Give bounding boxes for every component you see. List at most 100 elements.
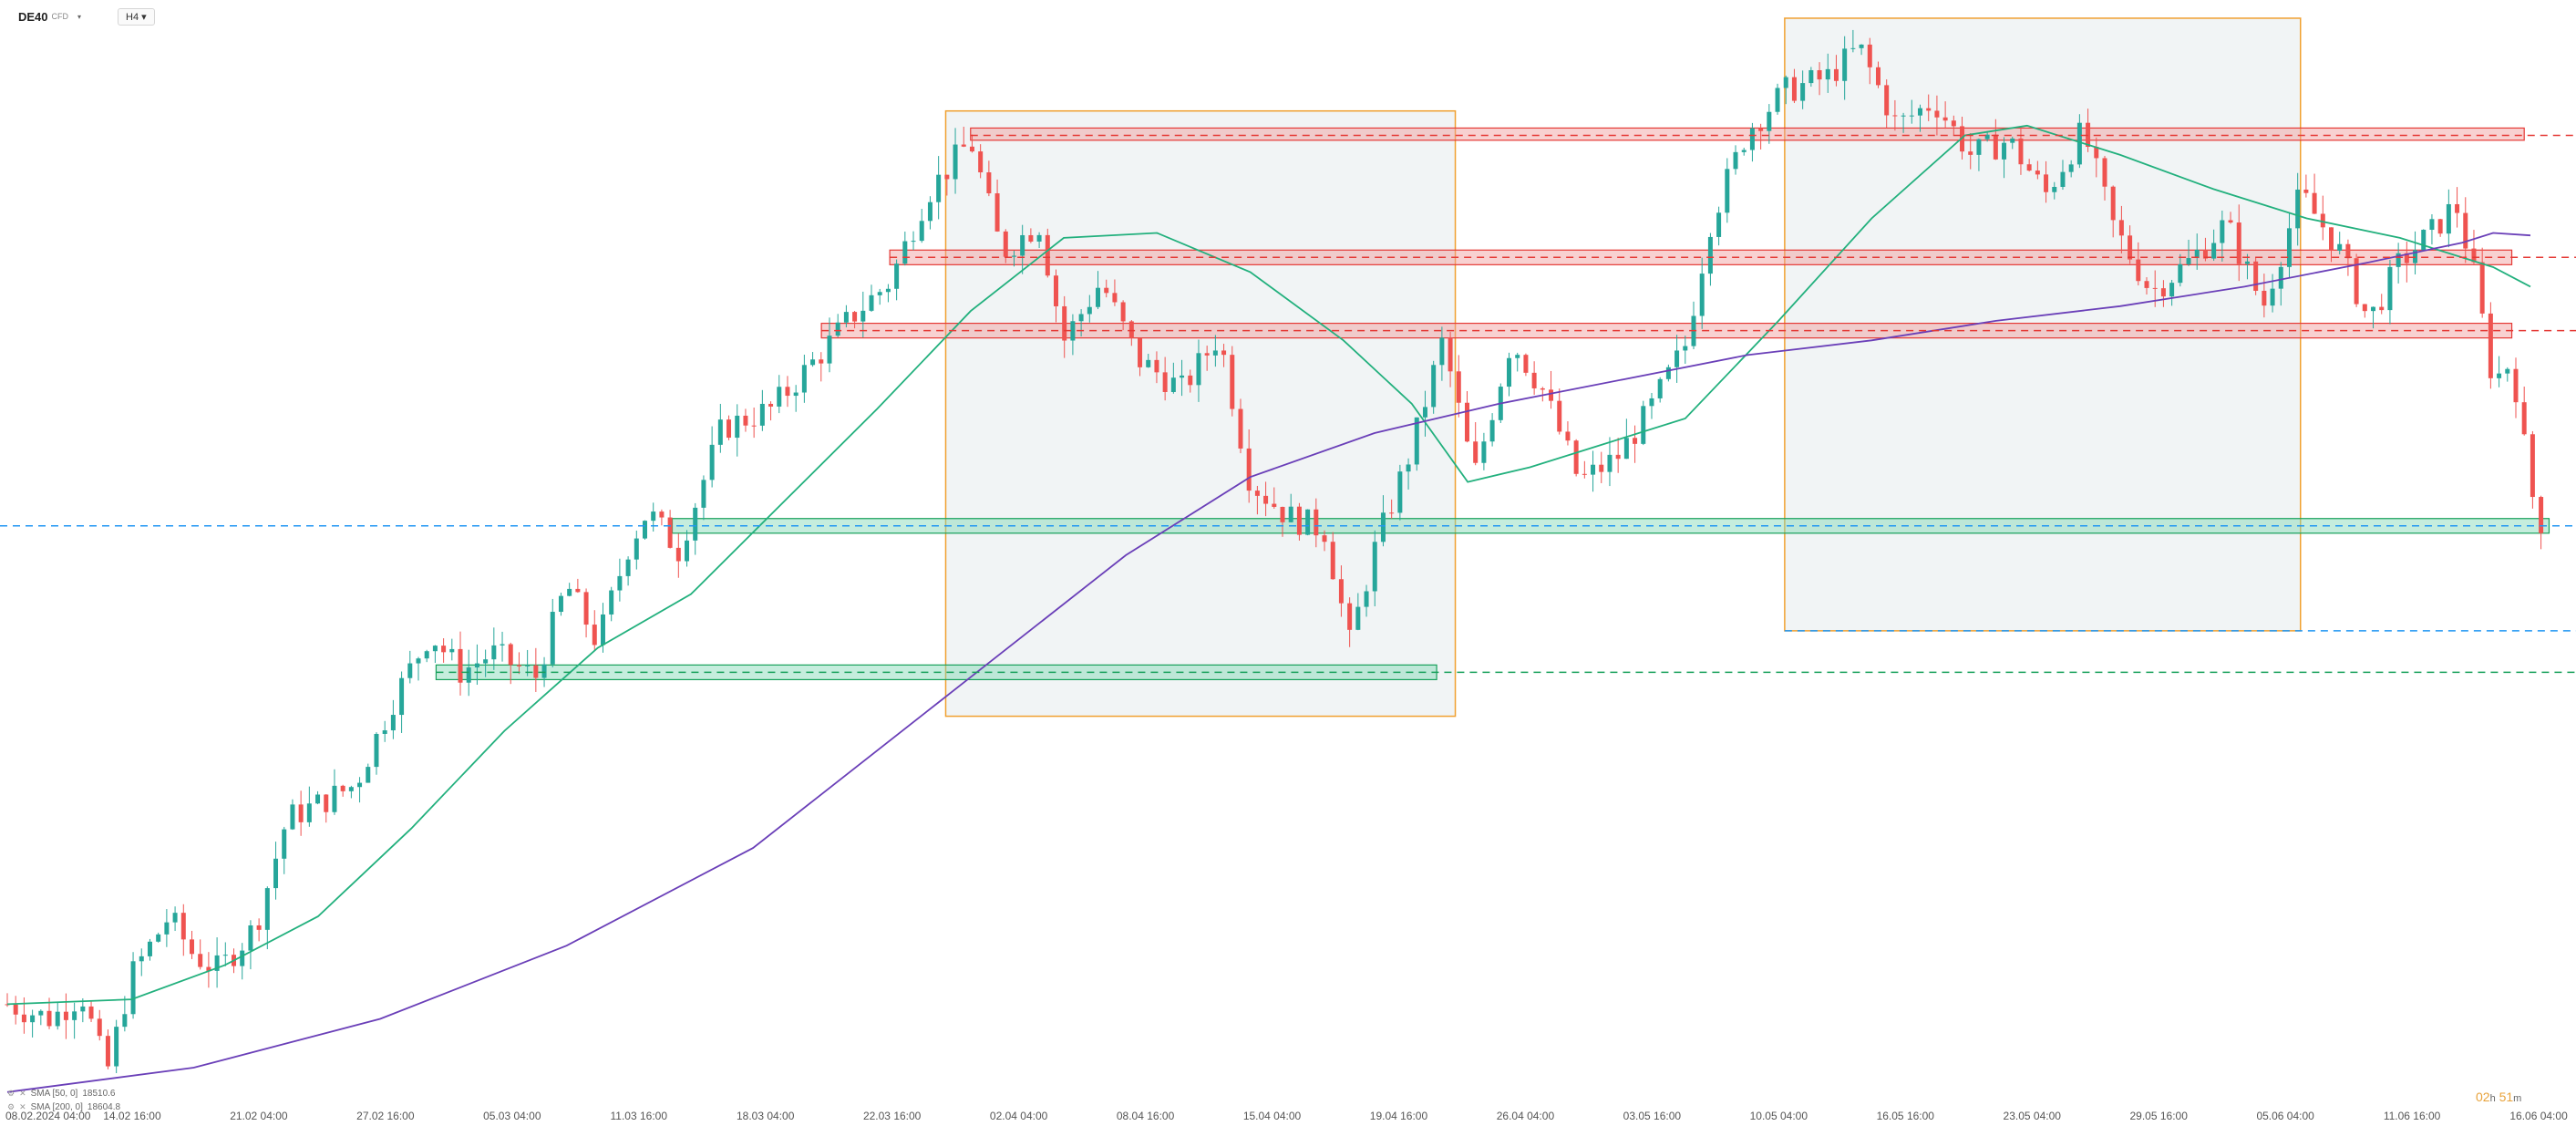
candle[interactable] <box>1984 130 1990 142</box>
candle[interactable] <box>1280 506 1285 537</box>
candle[interactable] <box>2320 195 2325 241</box>
candle[interactable] <box>2471 230 2477 264</box>
candle[interactable] <box>1901 112 1906 133</box>
candle[interactable] <box>617 558 623 602</box>
candle[interactable] <box>735 404 740 457</box>
candle[interactable] <box>206 952 211 988</box>
candle[interactable] <box>80 997 86 1023</box>
candle[interactable] <box>1305 509 1311 536</box>
highlight-box-1[interactable] <box>944 109 1457 718</box>
candle[interactable] <box>1087 294 1092 323</box>
candle[interactable] <box>1138 337 1143 377</box>
candle[interactable] <box>63 993 68 1039</box>
candle[interactable] <box>785 376 790 408</box>
candle[interactable] <box>1615 438 1621 473</box>
candle[interactable] <box>1120 300 1126 331</box>
candle[interactable] <box>869 284 874 312</box>
candle[interactable] <box>332 769 337 815</box>
candle[interactable] <box>2337 232 2343 254</box>
candle[interactable] <box>801 355 807 403</box>
candle[interactable] <box>1146 354 1151 368</box>
candle[interactable] <box>810 352 816 367</box>
candle[interactable] <box>1314 498 1319 548</box>
candle[interactable] <box>1942 101 1948 129</box>
candle[interactable] <box>1154 351 1159 384</box>
timeframe-selector[interactable]: H4 ▾ <box>118 7 155 26</box>
candle[interactable] <box>1699 257 1705 329</box>
candle[interactable] <box>366 763 371 783</box>
candle[interactable] <box>1406 458 1411 490</box>
candle[interactable] <box>2303 174 2309 198</box>
candle[interactable] <box>1674 335 1680 383</box>
candle[interactable] <box>827 317 832 373</box>
candle[interactable] <box>625 556 631 586</box>
candle[interactable] <box>1540 387 1545 402</box>
candle[interactable] <box>1968 132 1973 170</box>
candle[interactable] <box>424 649 429 663</box>
candle[interactable] <box>222 942 228 966</box>
candle[interactable] <box>609 586 614 622</box>
candle[interactable] <box>944 174 950 196</box>
candle[interactable] <box>38 1009 44 1026</box>
candle[interactable] <box>1607 437 1613 487</box>
close-icon[interactable]: ✕ <box>19 1102 26 1111</box>
legend-sma50[interactable]: ⚙ ✕ SMA [50, 0] 18510.6 <box>7 1087 120 1100</box>
candle[interactable] <box>2002 137 2007 179</box>
candle[interactable] <box>1489 413 1495 447</box>
candle[interactable] <box>1749 122 1755 162</box>
candle[interactable] <box>1582 460 1587 479</box>
candle[interactable] <box>550 598 555 667</box>
candle[interactable] <box>458 631 463 696</box>
candle[interactable] <box>508 642 513 685</box>
candle[interactable] <box>416 656 421 681</box>
candle[interactable] <box>2530 430 2535 509</box>
candle[interactable] <box>2354 253 2359 307</box>
candle[interactable] <box>2211 229 2217 262</box>
candle[interactable] <box>1758 123 1764 150</box>
candle[interactable] <box>675 533 681 578</box>
candle[interactable] <box>474 644 479 686</box>
candle[interactable] <box>180 904 186 956</box>
candle[interactable] <box>567 583 572 597</box>
close-icon[interactable]: ✕ <box>19 1089 26 1098</box>
candle[interactable] <box>198 939 203 970</box>
candle[interactable] <box>1481 432 1487 470</box>
candle[interactable] <box>936 156 942 220</box>
candle[interactable] <box>2110 185 2116 238</box>
candle[interactable] <box>2262 274 2267 318</box>
level-zone-18800.0[interactable] <box>970 127 2525 141</box>
candle[interactable] <box>1096 271 1101 310</box>
candle[interactable] <box>634 530 639 570</box>
candle[interactable] <box>2404 242 2409 283</box>
candle[interactable] <box>1934 95 1940 136</box>
candle[interactable] <box>709 426 715 488</box>
candle[interactable] <box>1976 138 1982 171</box>
candle[interactable] <box>575 578 581 594</box>
candle[interactable] <box>1322 530 1327 552</box>
settings-icon[interactable]: ⚙ <box>7 1089 15 1098</box>
candle[interactable] <box>986 160 992 197</box>
candle[interactable] <box>2169 279 2175 306</box>
candle[interactable] <box>2497 356 2502 387</box>
candle[interactable] <box>819 352 824 382</box>
candle[interactable] <box>2060 160 2066 191</box>
candle[interactable] <box>1414 417 1419 471</box>
settings-icon[interactable]: ⚙ <box>7 1102 15 1111</box>
candle[interactable] <box>2421 229 2427 251</box>
candle[interactable] <box>2228 212 2233 224</box>
candle[interactable] <box>1028 228 1034 243</box>
candle[interactable] <box>685 530 690 567</box>
candle[interactable] <box>1448 331 1453 387</box>
candle[interactable] <box>491 627 497 670</box>
candle[interactable] <box>2396 243 2401 284</box>
candle[interactable] <box>156 932 161 943</box>
candle[interactable] <box>1875 61 1880 88</box>
candle[interactable] <box>516 652 521 675</box>
candle[interactable] <box>2479 247 2485 318</box>
candle[interactable] <box>701 475 706 521</box>
candle[interactable] <box>1246 429 1252 503</box>
candle[interactable] <box>659 509 665 526</box>
candle[interactable] <box>1112 279 1118 306</box>
candle[interactable] <box>969 134 974 153</box>
candle[interactable] <box>843 305 849 328</box>
